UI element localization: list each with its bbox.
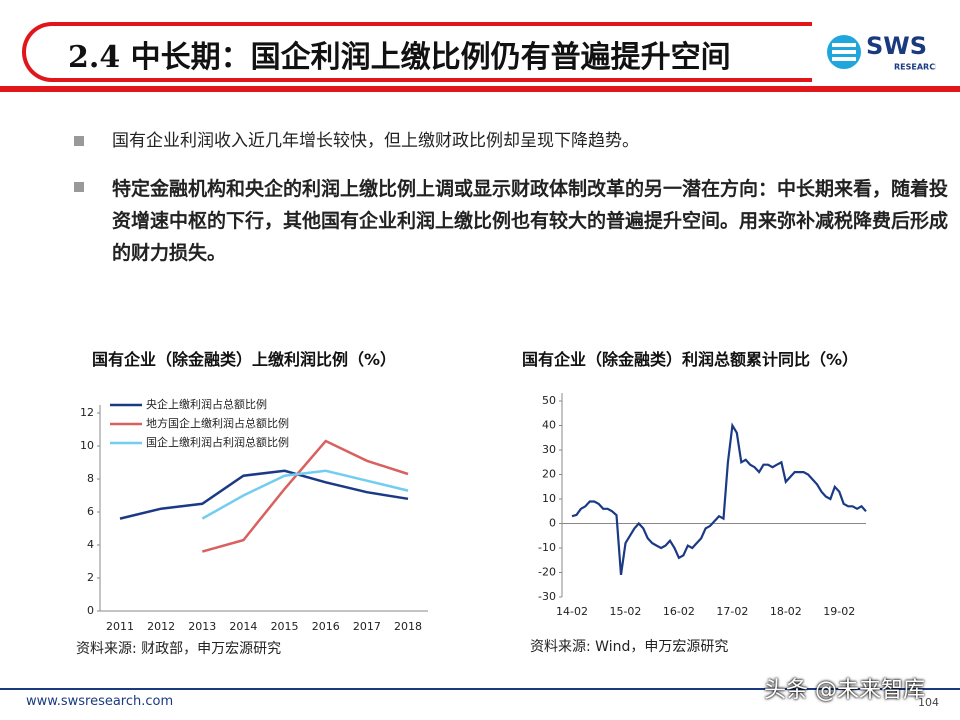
x-tick-label: 18-02	[770, 605, 802, 618]
x-tick-label: 2015	[271, 620, 299, 633]
footer-url: www.swsresearch.com	[26, 694, 174, 709]
y-tick-label: 4	[87, 538, 94, 551]
chart: -30 -20 -10 0 10 20 30 40 50 14-02 15-02 16-02 17-02…	[538, 393, 867, 618]
bullet: 特定金融机构和央企的利润上缴比例上调或显示财政体制改革的另一潜在方向：中长期来看…	[74, 173, 950, 269]
logo-stripe	[832, 57, 856, 61]
logo-subtext: RESEARCH	[894, 63, 936, 72]
title-rule	[0, 86, 960, 92]
y-tick-label: -30	[538, 590, 556, 603]
x-tick-label: 2013	[188, 620, 216, 633]
legend-label: 央企上缴利润占总额比例	[146, 397, 267, 411]
x-tick-label: 15-02	[609, 605, 641, 618]
y-tick-label: -10	[538, 541, 556, 554]
x-tick-label: 2018	[394, 620, 422, 633]
title-banner	[22, 22, 812, 82]
y-tick-label: 8	[87, 472, 94, 485]
x-tick-label: 2011	[106, 620, 134, 633]
y-tick-label: 30	[542, 443, 556, 456]
logo-text: SWS	[866, 32, 927, 60]
y-tick-label: -20	[538, 566, 556, 579]
logo-stripe	[832, 43, 856, 47]
y-tick-label: 10	[542, 492, 556, 505]
footer-rule	[0, 688, 960, 690]
logo-stripe	[832, 50, 856, 54]
source: 资料来源: 财政部，申万宏源研究	[76, 641, 282, 657]
watermark: 头条 @未来智库	[764, 678, 925, 703]
y-tick-label: 6	[87, 505, 94, 518]
bullet: 国有企业利润收入近几年增长较快，但上缴财政比例却呈现下降趋势。	[74, 127, 940, 156]
source: 资料来源: Wind，申万宏源研究	[530, 639, 729, 655]
legend-label: 国企上缴利润占利润总额比例	[146, 435, 289, 449]
line-series	[201, 469, 409, 520]
x-tick-label: 17-02	[716, 605, 748, 618]
line-series	[119, 469, 409, 520]
x-tick-label: 16-02	[663, 605, 695, 618]
x-tick-label: 2017	[353, 620, 381, 633]
x-tick-label: 2016	[312, 620, 340, 633]
chart-title: 国有企业（除金融类）利润总额累计同比（%）	[522, 350, 859, 369]
page-number: 104	[918, 696, 939, 709]
bullet-text: 特定金融机构和央企的利润上缴比例上调或显示财政体制改革的另一潜在方向：中长期来看…	[112, 178, 949, 264]
chart-title: 国有企业（除金融类）上缴利润比例（%）	[92, 350, 397, 369]
y-tick-label: 40	[542, 419, 556, 432]
slide-title: 2.4 中长期：国企利润上缴比例仍有普遍提升空间	[68, 40, 731, 75]
y-tick-label: 50	[542, 394, 556, 407]
x-tick-label: 14-02	[556, 605, 588, 618]
x-tick-label: 2014	[229, 620, 257, 633]
chart: 0 2 4 6 8 10 12 2011 2012 2013 2014 2015 2016 2017 201…	[80, 397, 428, 633]
y-tick-label: 20	[542, 468, 556, 481]
line-series	[201, 439, 409, 553]
y-tick-label: 12	[80, 406, 94, 419]
x-tick-label: 19-02	[823, 605, 855, 618]
bullet-text: 国有企业利润收入近几年增长较快，但上缴财政比例却呈现下降趋势。	[112, 131, 639, 151]
legend-label: 地方国企上缴利润占总额比例	[146, 416, 289, 430]
y-tick-label: 0	[549, 517, 556, 530]
line-series	[571, 422, 867, 576]
x-tick-label: 2012	[147, 620, 175, 633]
y-tick-label: 2	[87, 571, 94, 584]
y-tick-label: 0	[87, 604, 94, 617]
y-tick-label: 10	[80, 439, 94, 452]
logo: SWS RESEARCH	[827, 32, 936, 72]
